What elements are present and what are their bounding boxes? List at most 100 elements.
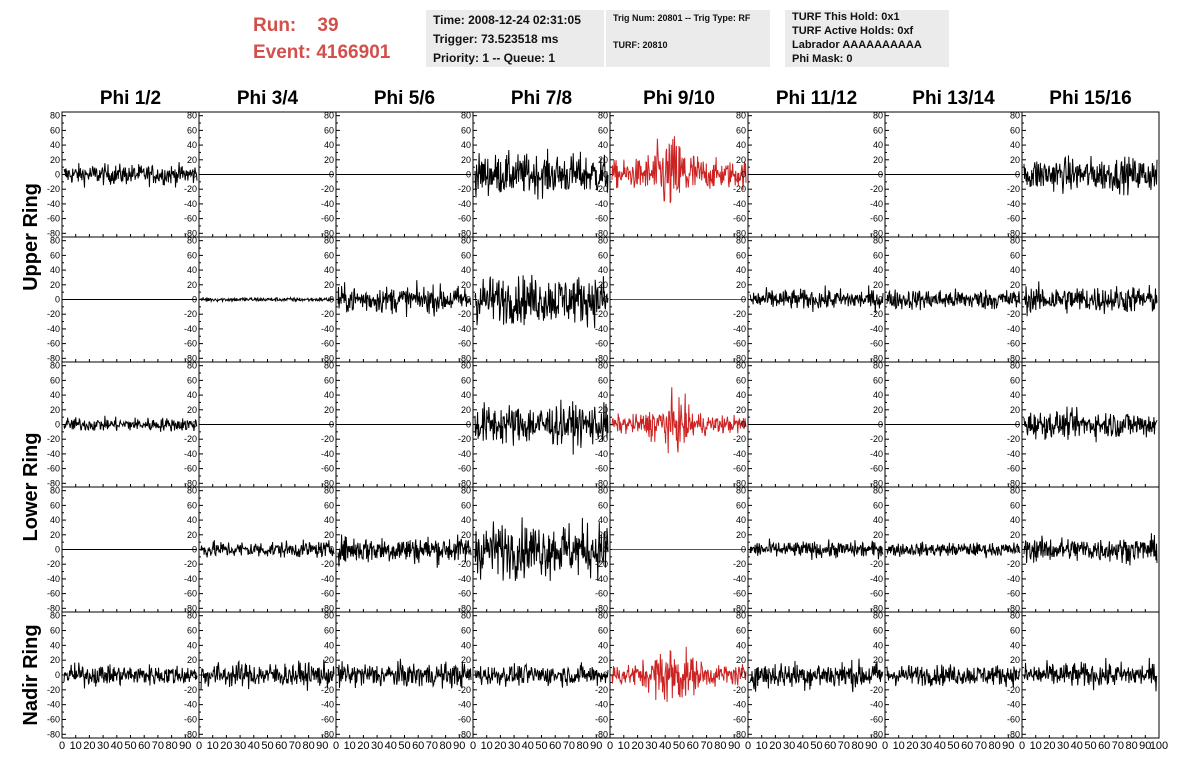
y-tick-label: -20: [1007, 184, 1020, 194]
y-tick-label: 20: [187, 655, 197, 665]
y-tick-label: 60: [461, 125, 471, 135]
y-tick-label: 0: [1015, 420, 1020, 430]
row-group-title: Lower Ring: [20, 433, 42, 542]
y-tick-label: 80: [50, 486, 60, 496]
y-tick-label: -40: [321, 449, 334, 459]
x-tick-label: 20: [631, 740, 643, 752]
y-tick-label: 0: [603, 420, 608, 430]
y-tick-label: -40: [321, 574, 334, 584]
x-tick-label: 40: [1071, 740, 1083, 752]
y-tick-label: -20: [733, 559, 746, 569]
y-tick-label: 20: [873, 405, 883, 415]
y-tick-label: 20: [873, 530, 883, 540]
y-tick-label: 20: [598, 405, 608, 415]
y-tick-label: 0: [466, 670, 471, 680]
y-tick-label: -60: [870, 214, 883, 224]
y-tick-label: 0: [55, 420, 60, 430]
y-tick-label: 0: [878, 545, 883, 555]
y-tick-label: 0: [466, 170, 471, 180]
x-tick-label: 50: [673, 740, 685, 752]
y-tick-label: -80: [595, 353, 608, 363]
x-tick-label: 90: [316, 740, 328, 752]
y-tick-label: 60: [598, 250, 608, 260]
y-tick-label: 0: [878, 295, 883, 305]
x-tick-label: 0: [745, 740, 751, 752]
x-tick-label: 80: [165, 740, 177, 752]
y-tick-label: 60: [187, 626, 197, 636]
y-tick-label: -20: [870, 309, 883, 319]
y-tick-label: 60: [324, 125, 334, 135]
waveform-trace: [749, 538, 884, 560]
y-tick-label: -80: [458, 228, 471, 238]
y-tick-label: 40: [736, 640, 746, 650]
y-tick-label: 20: [873, 280, 883, 290]
run-label: Run:: [253, 15, 297, 36]
y-tick-label: -40: [458, 574, 471, 584]
y-tick-label: -60: [733, 339, 746, 349]
y-tick-label: -80: [870, 353, 883, 363]
y-tick-label: -20: [321, 559, 334, 569]
y-tick-label: -80: [321, 603, 334, 613]
y-tick-label: -40: [870, 324, 883, 334]
y-tick-label: -20: [47, 309, 60, 319]
y-tick-label: 0: [603, 170, 608, 180]
y-tick-label: 20: [1010, 155, 1020, 165]
y-tick-label: 20: [187, 155, 197, 165]
x-tick-label: 40: [248, 740, 260, 752]
y-tick-label: -40: [458, 324, 471, 334]
y-tick-label: -40: [595, 574, 608, 584]
trigger-text: Trigger: 73.523518 ms: [433, 32, 559, 46]
x-tick-label: 0: [1019, 740, 1025, 752]
column-title: Phi 15/16: [1049, 88, 1131, 109]
y-tick-label: -40: [47, 324, 60, 334]
y-tick-label: 80: [461, 611, 471, 621]
x-tick-label: 90: [179, 740, 191, 752]
y-tick-label: 0: [741, 670, 746, 680]
y-tick-label: -60: [458, 714, 471, 724]
y-tick-label: -40: [870, 700, 883, 710]
x-tick-label: 70: [975, 740, 987, 752]
y-tick-label: -40: [870, 199, 883, 209]
panel-frame: [472, 486, 611, 613]
y-tick-label: 40: [324, 265, 334, 275]
x-tick-label: 0: [196, 740, 202, 752]
y-tick-label: 20: [1010, 405, 1020, 415]
y-tick-label: 80: [461, 236, 471, 246]
time-text: Time: 2008-12-24 02:31:05: [433, 13, 581, 27]
y-tick-label: -80: [321, 478, 334, 488]
y-tick-label: -80: [733, 729, 746, 739]
x-tick-label: 50: [535, 740, 547, 752]
y-tick-label: -60: [870, 339, 883, 349]
y-tick-label: -20: [458, 184, 471, 194]
y-tick-label: 40: [187, 140, 197, 150]
column-title: Phi 5/6: [374, 88, 435, 109]
y-tick-label: -80: [870, 228, 883, 238]
x-tick-label: 50: [398, 740, 410, 752]
y-tick-label: -60: [47, 714, 60, 724]
y-tick-label: 60: [598, 500, 608, 510]
y-tick-label: 0: [603, 670, 608, 680]
y-tick-label: -60: [321, 464, 334, 474]
run-event-info: Run: 39 Event: 4166901: [253, 12, 390, 66]
y-tick-label: 40: [324, 140, 334, 150]
y-tick-label: -80: [184, 228, 197, 238]
waveform-trace: [1023, 155, 1158, 196]
waveform-trace: [886, 288, 1021, 311]
y-tick-label: 0: [192, 670, 197, 680]
y-tick-label: 60: [1010, 500, 1020, 510]
y-tick-label: -60: [458, 339, 471, 349]
y-tick-label: -60: [595, 214, 608, 224]
y-tick-label: -20: [321, 685, 334, 695]
y-tick-label: 60: [50, 500, 60, 510]
y-tick-label: -20: [733, 434, 746, 444]
y-tick-label: 80: [1010, 486, 1020, 496]
y-tick-label: -60: [184, 464, 197, 474]
column-title: Phi 1/2: [100, 88, 161, 109]
waveform-trace: [1023, 533, 1158, 566]
y-tick-label: 40: [598, 140, 608, 150]
y-tick-label: 0: [55, 545, 60, 555]
y-tick-label: 80: [187, 486, 197, 496]
y-tick-label: 0: [466, 545, 471, 555]
column-title: Phi 13/14: [912, 88, 995, 109]
y-tick-label: 80: [50, 611, 60, 621]
